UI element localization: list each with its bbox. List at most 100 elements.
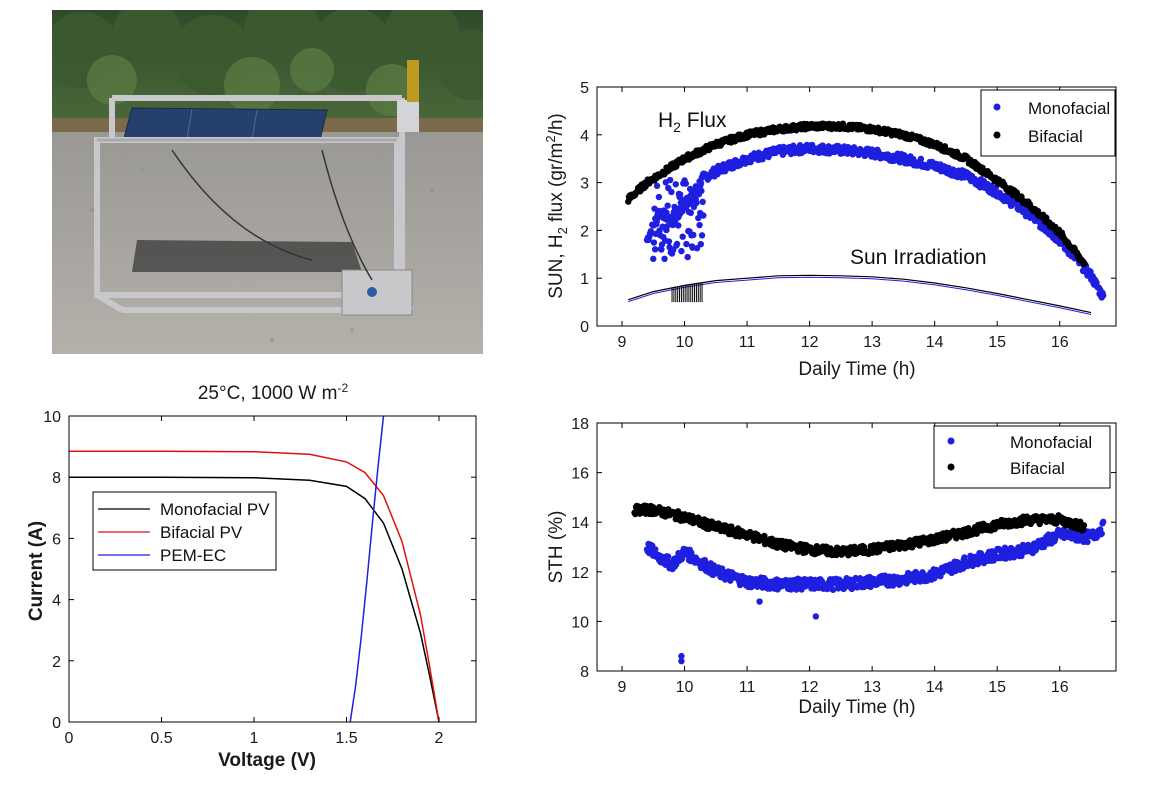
legend-marker-bifacial xyxy=(947,463,955,471)
monofacial-point xyxy=(697,180,705,187)
monofacial-point xyxy=(917,155,925,163)
bifacial-pv-series xyxy=(69,450,440,723)
legend-box xyxy=(980,89,1116,157)
x-axis-ticks: 9 10 11 12 13 14 15 16 xyxy=(618,87,1069,351)
monofacial-point xyxy=(679,555,686,562)
monofacial-point xyxy=(696,221,703,229)
x-tick-label: 14 xyxy=(926,679,944,696)
y-tick-label: 3 xyxy=(580,176,589,193)
y-tick-label: 14 xyxy=(571,515,589,532)
monofacial-point xyxy=(682,180,689,187)
monofacial-point xyxy=(681,200,689,208)
monofacial-point xyxy=(655,213,662,221)
monofacial-point xyxy=(1084,538,1091,546)
bifacial-point xyxy=(1080,522,1088,529)
monofacial-point xyxy=(683,194,691,201)
y-tick-label: 10 xyxy=(571,614,589,631)
legend-label-bifacial: Bifacial xyxy=(1010,459,1065,478)
x-tick-label: 0.5 xyxy=(150,730,172,747)
monofacial-point xyxy=(666,176,674,184)
x-tick-label: 15 xyxy=(988,679,1006,696)
legend-label-monofacial-pv: Monofacial PV xyxy=(160,500,270,519)
monofacial-point xyxy=(663,223,671,230)
x-axis-ticks: 9 10 11 12 13 14 15 16 xyxy=(618,423,1069,696)
monofacial-outlier xyxy=(678,657,685,665)
legend-label-pem-ec: PEM-EC xyxy=(160,546,226,565)
bifacial-series xyxy=(625,120,1088,268)
monofacial-point xyxy=(655,193,663,201)
y-tick-label: 4 xyxy=(580,128,589,145)
y-axis-title: SUN, H2 flux (gr/m2/h) xyxy=(543,113,570,299)
monofacial-point xyxy=(698,232,706,239)
bifacial-point xyxy=(1081,260,1088,267)
monofacial-point xyxy=(660,207,668,215)
monofacial-point xyxy=(868,146,876,153)
monofacial-point xyxy=(670,208,678,216)
x-tick-label: 14 xyxy=(926,334,944,351)
monofacial-point xyxy=(684,253,691,261)
monofacial-point xyxy=(700,212,707,219)
y-axis-title: STH (%) xyxy=(546,511,567,584)
monofacial-point xyxy=(699,198,706,206)
y-tick-label: 18 xyxy=(571,416,589,433)
monofacial-point xyxy=(668,188,675,196)
monofacial-point xyxy=(651,205,658,212)
monofacial-point xyxy=(678,196,686,203)
monofacial-point xyxy=(686,185,694,193)
x-axis-title: Daily Time (h) xyxy=(798,697,915,718)
monofacial-point xyxy=(687,209,694,217)
x-tick-label: 11 xyxy=(739,679,756,696)
y-tick-label: 0 xyxy=(580,319,589,336)
monofacial-point xyxy=(650,255,657,263)
legend-label-bifacial: Bifacial xyxy=(1028,127,1083,146)
y-tick-label: 8 xyxy=(52,470,61,487)
y-tick-label: 5 xyxy=(580,80,589,97)
legend-marker-monofacial xyxy=(947,437,955,445)
pem-ec-series xyxy=(349,415,385,723)
monofacial-point xyxy=(829,586,837,593)
bifacial-point xyxy=(761,532,768,540)
legend-label-monofacial: Monofacial xyxy=(1010,433,1092,452)
x-tick-label: 12 xyxy=(801,679,819,696)
monofacial-point xyxy=(896,159,904,166)
monofacial-point xyxy=(690,231,697,239)
monofacial-point xyxy=(1100,518,1107,526)
legend: Monofacial Bifacial xyxy=(980,89,1116,157)
monofacial-series xyxy=(643,141,1107,301)
monofacial-outlier xyxy=(756,598,763,605)
x-tick-label: 9 xyxy=(618,334,627,351)
legend-label-monofacial: Monofacial xyxy=(1028,99,1110,118)
x-tick-label: 16 xyxy=(1051,334,1069,351)
monofacial-point xyxy=(653,220,660,228)
monofacial-outlier xyxy=(678,652,685,660)
y-tick-label: 8 xyxy=(580,664,589,681)
monofacial-series xyxy=(643,518,1107,665)
x-tick-label: 13 xyxy=(863,334,881,351)
sth-chart: 9 10 11 12 13 14 15 16 8 10 12 14 16 18 Daily Time (… xyxy=(546,416,1117,718)
monofacial-point xyxy=(672,181,679,188)
monofacial-point xyxy=(695,214,702,222)
monofacial-point xyxy=(675,222,682,229)
monofacial-point xyxy=(664,553,672,560)
plot-frame xyxy=(68,415,477,723)
x-axis-title: Daily Time (h) xyxy=(798,359,915,380)
monofacial-point xyxy=(664,202,671,209)
x-tick-label: 13 xyxy=(863,679,881,696)
monofacial-point xyxy=(1098,530,1105,537)
y-tick-label: 6 xyxy=(52,531,61,548)
monofacial-point xyxy=(1100,292,1107,299)
iv-curve-chart: 25°C, 1000 W m-2 0 0.5 1 1.5 2 0 2 4 6 8 10 Volta… xyxy=(26,381,477,771)
chart-title: 25°C, 1000 W m-2 xyxy=(198,381,349,404)
x-tick-label: 11 xyxy=(739,334,756,351)
solar-panel-rig-photo xyxy=(52,10,483,354)
legend-marker-monofacial xyxy=(993,103,1001,111)
x-tick-label: 12 xyxy=(801,334,819,351)
monofacial-point xyxy=(977,550,985,557)
monofacial-point xyxy=(697,240,704,248)
x-axis-title: Voltage (V) xyxy=(218,750,316,771)
monofacial-point xyxy=(665,238,673,245)
plot-frame xyxy=(596,422,1117,672)
monofacial-point xyxy=(674,214,681,221)
